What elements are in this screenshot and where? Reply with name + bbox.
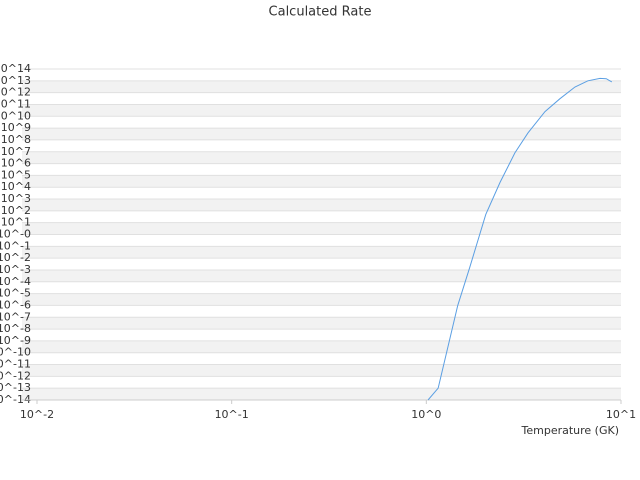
grid-band	[22, 80, 621, 93]
y-tick-label: 10^9	[1, 121, 31, 134]
grid-band	[22, 92, 621, 105]
y-tick-label: 10^5	[1, 168, 31, 181]
y-tick-label: 10^-8	[0, 322, 31, 335]
grid-band	[22, 281, 621, 294]
grid-band	[22, 175, 621, 188]
x-axis-label: Temperature (GK)	[521, 424, 620, 437]
grid-band	[22, 305, 621, 318]
x-tick-label: 10^1	[606, 408, 636, 421]
grid-band	[22, 388, 621, 400]
y-tick-label: 10^14	[0, 62, 31, 75]
data-line	[427, 77, 613, 401]
y-tick-label: 10^-14	[0, 393, 31, 406]
grid-band	[22, 163, 621, 176]
y-tick-label: 10^-3	[0, 263, 31, 276]
y-tick-label: 10^-11	[0, 358, 31, 371]
grid-band	[22, 187, 621, 200]
y-tick-label: 10^-5	[0, 287, 31, 300]
y-tick-label: 10^-10	[0, 346, 31, 359]
y-tick-label: 10^4	[1, 180, 31, 193]
grid-band	[22, 329, 621, 341]
grid-band	[22, 352, 621, 365]
grid-band	[22, 69, 621, 81]
y-tick-label: 10^2	[1, 204, 31, 217]
grid-band	[22, 199, 621, 211]
x-tick-label: 10^0	[411, 408, 441, 421]
grid-band	[22, 116, 621, 129]
grid-band	[22, 139, 621, 152]
plot-bands	[22, 69, 621, 400]
y-tick-label: 10^7	[1, 145, 31, 158]
y-tick-label: 10^-7	[0, 310, 31, 323]
y-tick-label: 10^-13	[0, 381, 31, 394]
grid-band	[22, 222, 621, 235]
y-tick-label: 10^13	[0, 74, 31, 87]
y-tick-label: 10^-0	[0, 228, 31, 241]
grid-band	[22, 376, 621, 389]
grid-band	[22, 258, 621, 270]
y-tick-label: 10^1	[1, 216, 31, 229]
grid-band	[22, 104, 621, 117]
y-tick-label: 10^8	[1, 133, 31, 146]
y-tick-label: 10^11	[0, 97, 31, 110]
y-tick-label: 10^10	[0, 109, 31, 122]
y-tick-label: 10^-1	[0, 239, 31, 252]
chart-title: Calculated Rate	[269, 5, 372, 20]
y-tick-label: 10^-12	[0, 369, 31, 382]
y-tick-label: 10^6	[1, 157, 31, 170]
x-tick-label: 10^-2	[20, 408, 54, 421]
x-tick-label: 10^-1	[215, 408, 249, 421]
y-tick-label: 10^3	[1, 192, 31, 205]
grid-band	[22, 234, 621, 247]
grid-band	[22, 293, 621, 306]
y-tick-label: 10^-6	[0, 298, 31, 311]
grid-band	[22, 128, 621, 140]
y-tick-label: 10^-4	[0, 275, 31, 288]
grid-band	[22, 317, 621, 330]
grid-band	[22, 364, 621, 377]
grid-band	[22, 210, 621, 223]
grid-band	[22, 340, 621, 353]
y-tick-label: 10^12	[0, 86, 31, 99]
y-tick-label: 10^-2	[0, 251, 31, 264]
y-tick-label: 10^-9	[0, 334, 31, 347]
grid-band	[22, 269, 621, 282]
grid-band	[22, 151, 621, 164]
grid-band	[22, 246, 621, 259]
